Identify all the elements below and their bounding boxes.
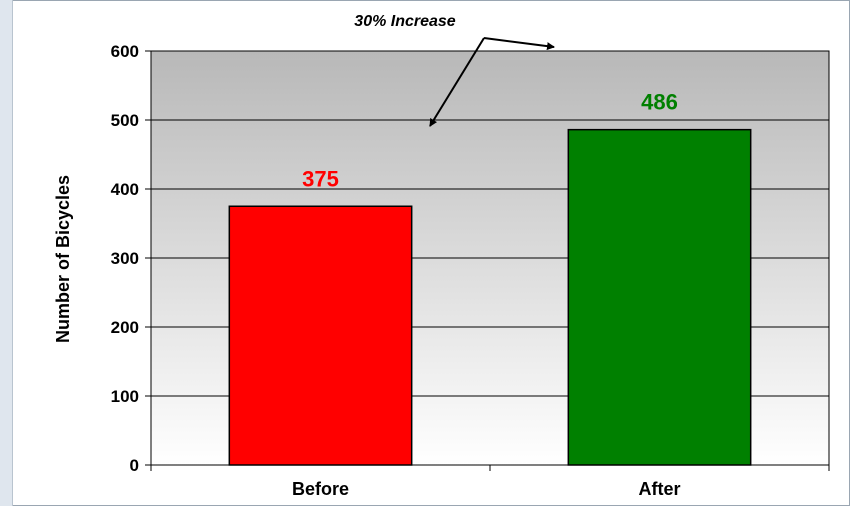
- data-label-before: 375: [302, 166, 339, 191]
- annotation-text: 30% Increase: [354, 13, 456, 30]
- annotation-arrow-left: [429, 37, 485, 127]
- x-tick-label: Before: [292, 479, 349, 499]
- data-labels: 375 486: [302, 90, 678, 192]
- data-label-after: 486: [641, 90, 678, 115]
- y-tick-label: 100: [111, 387, 139, 406]
- x-axis-labels: Before After: [150, 465, 830, 499]
- y-tick-label: 200: [111, 318, 139, 337]
- y-axis-label: Number of Bicycles: [53, 175, 73, 343]
- y-axis-ticks: 0 100 200 300 400 500 600: [111, 42, 151, 475]
- bars: [228, 128, 752, 466]
- y-tick-label: 600: [111, 42, 139, 61]
- left-panel-edge: [0, 0, 13, 506]
- y-tick-label: 500: [111, 111, 139, 130]
- y-tick-label: 400: [111, 180, 139, 199]
- bar-after: [567, 128, 752, 466]
- annotation-arrows: [429, 37, 555, 127]
- y-tick-label: 300: [111, 249, 139, 268]
- x-tick-label: After: [638, 479, 680, 499]
- bar-before: [228, 205, 413, 466]
- annotation-arrow-right: [483, 37, 555, 51]
- y-tick-label: 0: [130, 456, 139, 475]
